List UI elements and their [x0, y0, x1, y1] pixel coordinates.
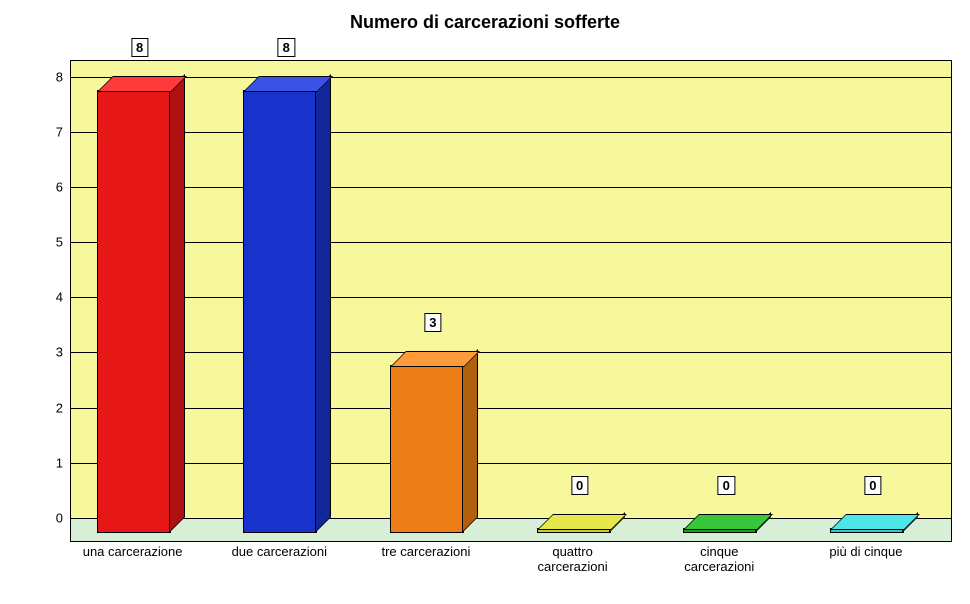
value-label: 3 [424, 313, 441, 332]
y-tick-label: 5 [56, 235, 63, 250]
gridline [71, 408, 951, 409]
chart-title: Numero di carcerazioni sofferte [0, 12, 970, 33]
bar-top [537, 514, 627, 530]
x-tick-label: tre carcerazioni [381, 545, 470, 560]
y-tick-label: 1 [56, 455, 63, 470]
bar-side [462, 349, 478, 533]
gridline [71, 463, 951, 464]
value-label: 0 [718, 476, 735, 495]
y-tick-label: 8 [56, 69, 63, 84]
chart-floor [71, 518, 951, 541]
bar-top [243, 76, 333, 92]
y-tick-label: 3 [56, 345, 63, 360]
bar-side [169, 74, 185, 533]
x-tick-label: una carcerazione [83, 545, 183, 560]
bar [390, 365, 464, 533]
gridline [71, 518, 951, 519]
x-tick-label: quattro carcerazioni [538, 545, 608, 575]
y-tick-label: 7 [56, 124, 63, 139]
gridline [71, 77, 951, 78]
bar [97, 90, 171, 533]
y-tick-label: 2 [56, 400, 63, 415]
value-label: 8 [278, 38, 295, 57]
gridline [71, 187, 951, 188]
bar-side [315, 74, 331, 533]
x-tick-label: due carcerazioni [232, 545, 327, 560]
value-label: 8 [131, 38, 148, 57]
value-label: 0 [864, 476, 881, 495]
gridline [71, 242, 951, 243]
value-label: 0 [571, 476, 588, 495]
y-tick-label: 4 [56, 290, 63, 305]
plot-area: 0123456788una carcerazione8due carcerazi… [70, 60, 952, 542]
bar [243, 90, 317, 533]
bar-top [97, 76, 187, 92]
gridline [71, 297, 951, 298]
gridline [71, 352, 951, 353]
gridline [71, 132, 951, 133]
y-tick-label: 6 [56, 179, 63, 194]
x-tick-label: più di cinque [829, 545, 902, 560]
y-tick-label: 0 [56, 511, 63, 526]
x-tick-label: cinque carcerazioni [684, 545, 754, 575]
bar-chart: Numero di carcerazioni sofferte 01234567… [0, 0, 970, 604]
